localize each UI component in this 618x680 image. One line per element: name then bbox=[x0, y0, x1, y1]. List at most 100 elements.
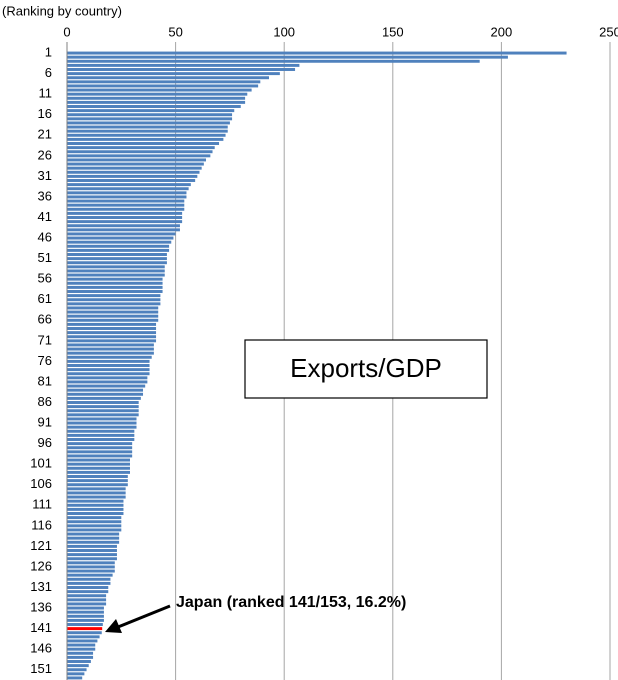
bar bbox=[67, 401, 139, 404]
bar bbox=[67, 294, 161, 298]
y-tick-label: 21 bbox=[38, 127, 52, 142]
bar bbox=[67, 146, 215, 150]
bar bbox=[67, 137, 224, 141]
bar bbox=[67, 392, 144, 396]
bar bbox=[67, 327, 157, 330]
bar bbox=[67, 224, 180, 228]
x-tick-label: 100 bbox=[273, 24, 295, 39]
y-tick-label: 11 bbox=[39, 86, 53, 101]
y-tick-label: 111 bbox=[32, 497, 52, 512]
bar bbox=[67, 396, 141, 400]
bar bbox=[67, 602, 107, 606]
arrow-head bbox=[105, 619, 122, 633]
bar bbox=[67, 417, 137, 421]
bar bbox=[67, 72, 280, 76]
bar bbox=[67, 191, 187, 195]
bar bbox=[67, 479, 128, 483]
bar bbox=[67, 290, 163, 293]
bar bbox=[67, 364, 150, 367]
axis-label: (Ranking by country) bbox=[2, 3, 122, 18]
bar bbox=[67, 623, 103, 626]
bar bbox=[67, 199, 185, 203]
bar bbox=[67, 269, 165, 273]
bar bbox=[67, 532, 120, 536]
y-tick-label: 56 bbox=[38, 271, 52, 286]
bar bbox=[67, 577, 111, 581]
bar bbox=[67, 540, 120, 544]
y-tick-label: 61 bbox=[38, 291, 52, 306]
bar bbox=[67, 170, 200, 174]
bar bbox=[67, 211, 183, 215]
y-tick-label: 16 bbox=[38, 106, 52, 121]
bar bbox=[67, 51, 567, 55]
bar bbox=[67, 655, 94, 659]
bar bbox=[67, 281, 163, 285]
bar bbox=[67, 483, 128, 487]
bar bbox=[67, 388, 144, 392]
bar bbox=[67, 586, 109, 589]
bar bbox=[67, 298, 161, 302]
bar bbox=[67, 220, 183, 224]
bar bbox=[67, 442, 133, 446]
y-tick-label: 6 bbox=[45, 65, 52, 80]
bar bbox=[67, 117, 233, 121]
bar bbox=[67, 359, 150, 363]
bar bbox=[67, 512, 124, 515]
bar bbox=[67, 503, 124, 507]
bar bbox=[67, 314, 159, 318]
bar bbox=[67, 507, 124, 511]
y-tick-label: 121 bbox=[30, 538, 52, 553]
bar bbox=[67, 643, 96, 647]
bar bbox=[67, 331, 157, 335]
bar bbox=[67, 631, 102, 635]
bar bbox=[67, 68, 296, 71]
bar bbox=[67, 557, 117, 561]
bar bbox=[67, 355, 152, 359]
bar bbox=[67, 544, 117, 548]
bar bbox=[67, 594, 107, 598]
bar bbox=[67, 285, 163, 289]
bar bbox=[67, 627, 103, 631]
bar bbox=[67, 672, 85, 676]
bar bbox=[67, 458, 130, 462]
bar bbox=[67, 429, 135, 433]
bar bbox=[67, 454, 133, 458]
bar bbox=[67, 248, 170, 252]
bar bbox=[67, 55, 508, 59]
bar bbox=[67, 651, 94, 655]
y-tick-label: 1 bbox=[45, 44, 52, 59]
bar bbox=[67, 92, 248, 96]
y-tick-label: 51 bbox=[38, 250, 52, 265]
bar bbox=[67, 561, 115, 565]
bar bbox=[67, 179, 196, 182]
bar bbox=[67, 606, 104, 610]
bar bbox=[67, 475, 128, 478]
bar bbox=[67, 499, 124, 503]
bar bbox=[67, 409, 139, 413]
bar bbox=[67, 581, 111, 585]
bar bbox=[67, 573, 113, 577]
bar bbox=[67, 162, 204, 166]
bar bbox=[67, 174, 198, 178]
bar bbox=[67, 351, 154, 355]
y-tick-label: 81 bbox=[38, 373, 52, 388]
bar bbox=[67, 105, 241, 108]
bar bbox=[67, 129, 228, 133]
bar bbox=[67, 446, 133, 450]
bar bbox=[67, 664, 89, 668]
bar bbox=[67, 121, 230, 125]
bar bbox=[67, 310, 159, 314]
bar bbox=[67, 240, 172, 244]
bars bbox=[67, 51, 567, 680]
y-tick-label: 131 bbox=[30, 579, 52, 594]
x-tick-label: 150 bbox=[382, 24, 404, 39]
bar bbox=[67, 318, 159, 322]
bar bbox=[67, 84, 259, 88]
y-tick-label: 101 bbox=[30, 456, 52, 471]
bar bbox=[67, 195, 187, 199]
x-tick-label: 200 bbox=[491, 24, 513, 39]
bar bbox=[67, 528, 122, 532]
bar bbox=[67, 413, 139, 417]
y-tick-label: 106 bbox=[30, 476, 52, 491]
